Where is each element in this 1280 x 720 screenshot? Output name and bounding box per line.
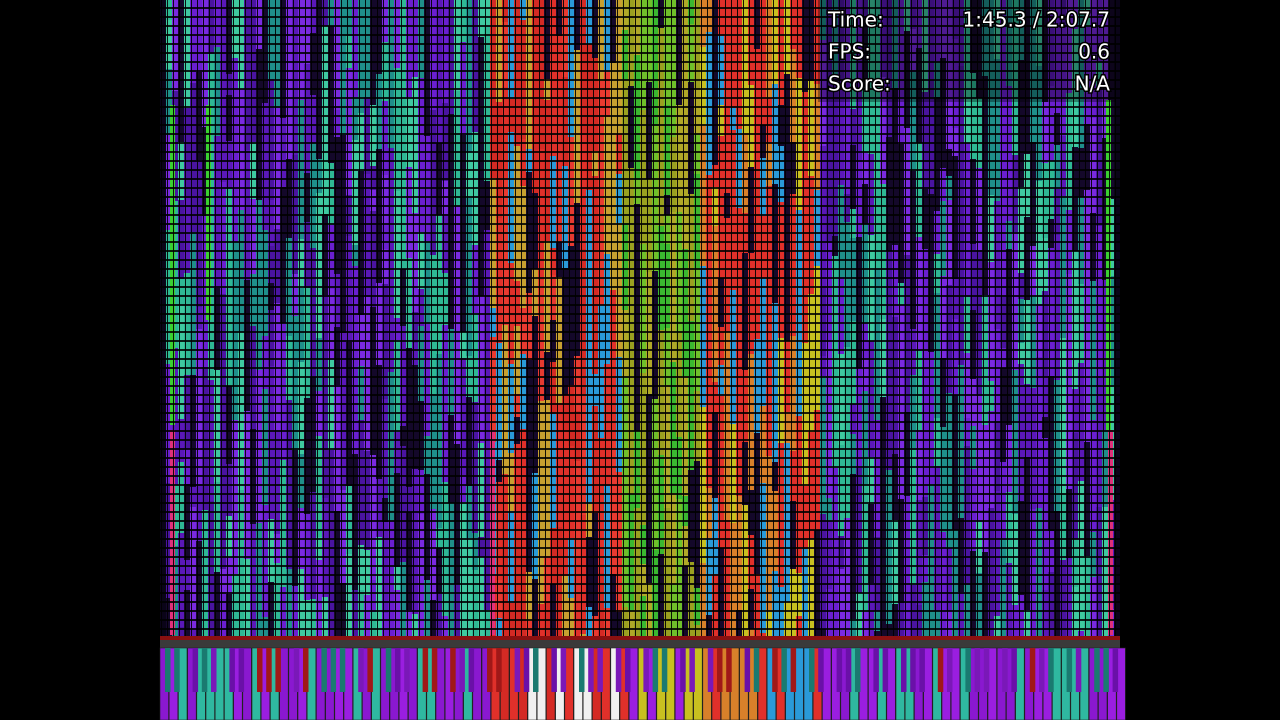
- black-key: [165, 648, 171, 692]
- black-key: [882, 648, 889, 692]
- black-key: [1002, 648, 1008, 692]
- black-key: [661, 648, 668, 692]
- black-key: [726, 648, 732, 692]
- hud-value: N/A: [1075, 72, 1111, 96]
- black-key: [707, 648, 714, 692]
- black-key: [238, 648, 245, 692]
- black-key: [818, 648, 824, 692]
- black-key: [652, 648, 659, 692]
- black-key: [983, 648, 990, 692]
- note-breaks: [160, 0, 1120, 636]
- black-key: [266, 648, 272, 692]
- hud-label: Score:: [828, 72, 891, 96]
- black-key: [910, 648, 916, 692]
- black-key: [487, 648, 493, 692]
- black-key: [845, 648, 852, 692]
- black-key: [431, 648, 438, 692]
- black-key: [1039, 648, 1045, 692]
- black-key: [293, 648, 300, 692]
- black-key: [615, 648, 622, 692]
- hud-label: FPS:: [828, 40, 871, 64]
- black-key: [1075, 648, 1082, 692]
- black-key: [174, 648, 180, 692]
- black-key: [1029, 648, 1036, 692]
- black-key: [1112, 648, 1119, 692]
- black-key: [680, 648, 686, 692]
- black-key: [551, 648, 557, 692]
- black-key: [385, 648, 392, 692]
- keyboard-edge: [160, 636, 1120, 640]
- black-key: [257, 648, 263, 692]
- black-key: [339, 648, 346, 692]
- black-key: [836, 648, 843, 692]
- black-key: [192, 648, 199, 692]
- black-key: [625, 648, 631, 692]
- black-key: [588, 648, 594, 692]
- hud-label: Time:: [827, 8, 884, 32]
- black-key: [597, 648, 603, 692]
- black-key: [321, 648, 327, 692]
- black-key: [947, 648, 953, 692]
- black-key: [790, 648, 797, 692]
- black-key: [1103, 648, 1109, 692]
- black-key: [579, 648, 585, 692]
- black-key: [367, 648, 373, 692]
- black-key: [689, 648, 695, 692]
- black-key: [450, 648, 456, 692]
- hud: Time: 1:45.3 / 2:07.7 FPS: 0.6 Score: N/A: [826, 6, 1112, 97]
- keyboard-shadow: [160, 640, 1120, 648]
- black-key: [523, 648, 530, 692]
- black-key: [275, 648, 281, 692]
- black-key: [330, 648, 337, 692]
- black-key: [965, 648, 971, 692]
- keyboard: [159, 647, 1126, 720]
- black-key: [1048, 648, 1054, 692]
- black-key: [772, 648, 778, 692]
- black-key: [533, 648, 539, 692]
- black-key: [919, 648, 925, 692]
- black-key: [496, 648, 502, 692]
- black-key: [873, 648, 879, 692]
- black-key: [303, 648, 309, 692]
- black-key: [937, 648, 944, 692]
- black-key: [809, 648, 815, 692]
- hud-panel: [818, 0, 1116, 102]
- hud-value: 0.6: [1078, 40, 1110, 64]
- black-key: [395, 648, 401, 692]
- hud-value: 1:45.3 / 2:07.7: [963, 8, 1110, 32]
- black-key: [201, 648, 208, 692]
- black-key: [358, 648, 364, 692]
- black-key: [1094, 648, 1100, 692]
- black-key: [744, 648, 751, 692]
- black-key: [753, 648, 760, 692]
- black-key: [468, 648, 475, 692]
- black-key: [404, 648, 410, 692]
- black-key: [974, 648, 981, 692]
- black-key: [560, 648, 567, 692]
- black-key: [1066, 648, 1073, 692]
- black-key: [514, 648, 521, 692]
- black-key: [459, 648, 465, 692]
- black-key: [422, 648, 429, 692]
- black-key: [901, 648, 907, 692]
- black-key: [1011, 648, 1017, 692]
- black-key: [229, 648, 235, 692]
- black-key: [781, 648, 787, 692]
- black-key: [643, 648, 649, 692]
- black-key: [855, 648, 861, 692]
- black-key: [211, 648, 217, 692]
- black-key: [717, 648, 723, 692]
